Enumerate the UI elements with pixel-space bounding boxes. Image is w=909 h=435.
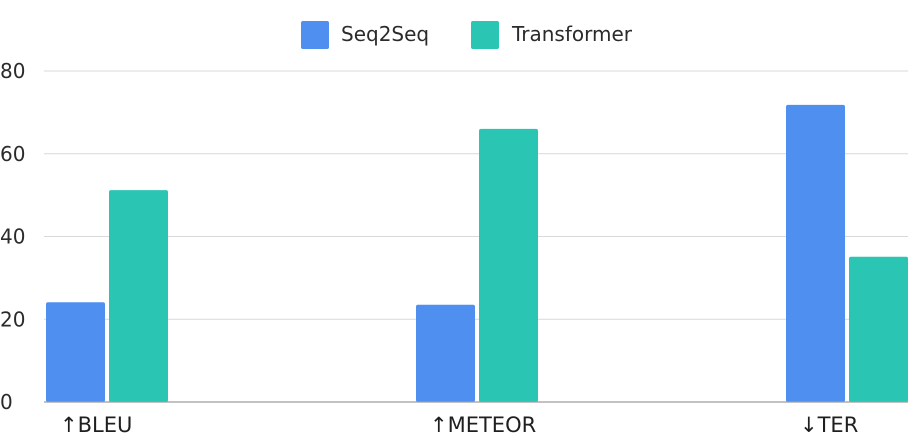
y-tick-label: 60 — [0, 142, 25, 166]
legend-swatch — [301, 21, 329, 49]
gridlines — [44, 70, 908, 320]
bar-transformer-0 — [109, 190, 168, 402]
x-category-label: ↓TER — [800, 413, 858, 435]
y-tick-label: 20 — [0, 307, 25, 331]
bar-seq2seq-1 — [416, 304, 475, 402]
bar-transformer-1 — [479, 128, 538, 403]
legend-label: Seq2Seq — [341, 22, 429, 46]
bars — [46, 104, 908, 403]
x-axis-categories: ↑BLEU ↑METEOR ↓TER — [60, 413, 858, 435]
y-axis-ticks: 0 20 40 60 80 — [0, 59, 25, 414]
y-tick-label: 80 — [0, 59, 25, 83]
y-tick-label: 0 — [0, 390, 13, 414]
bar-seq2seq-2 — [786, 104, 845, 403]
x-category-label: ↑BLEU — [60, 413, 132, 435]
legend: Seq2Seq Transformer — [301, 21, 633, 49]
bar-seq2seq-0 — [46, 302, 105, 402]
legend-swatch — [471, 21, 499, 49]
y-tick-label: 40 — [0, 225, 25, 249]
bar-transformer-2 — [849, 256, 908, 402]
legend-label: Transformer — [511, 22, 633, 46]
x-category-label: ↑METEOR — [430, 413, 536, 435]
